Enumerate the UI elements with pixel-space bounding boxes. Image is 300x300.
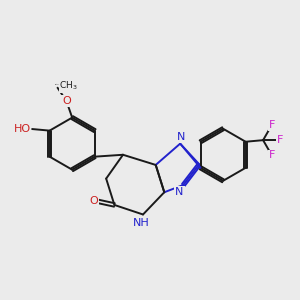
Text: CH$_3$: CH$_3$: [59, 80, 78, 92]
Text: N: N: [177, 132, 185, 142]
Text: F: F: [269, 120, 275, 130]
Text: HO: HO: [14, 124, 31, 134]
Text: HO: HO: [14, 124, 31, 134]
Text: F: F: [276, 135, 283, 145]
Text: methoxy: methoxy: [54, 84, 61, 85]
Text: O: O: [89, 196, 98, 206]
Text: NH: NH: [133, 218, 150, 228]
Text: N: N: [176, 187, 184, 197]
Text: O: O: [62, 96, 71, 106]
Text: CH$_3$: CH$_3$: [59, 79, 78, 92]
Text: O: O: [62, 96, 71, 106]
Text: F: F: [269, 150, 275, 161]
